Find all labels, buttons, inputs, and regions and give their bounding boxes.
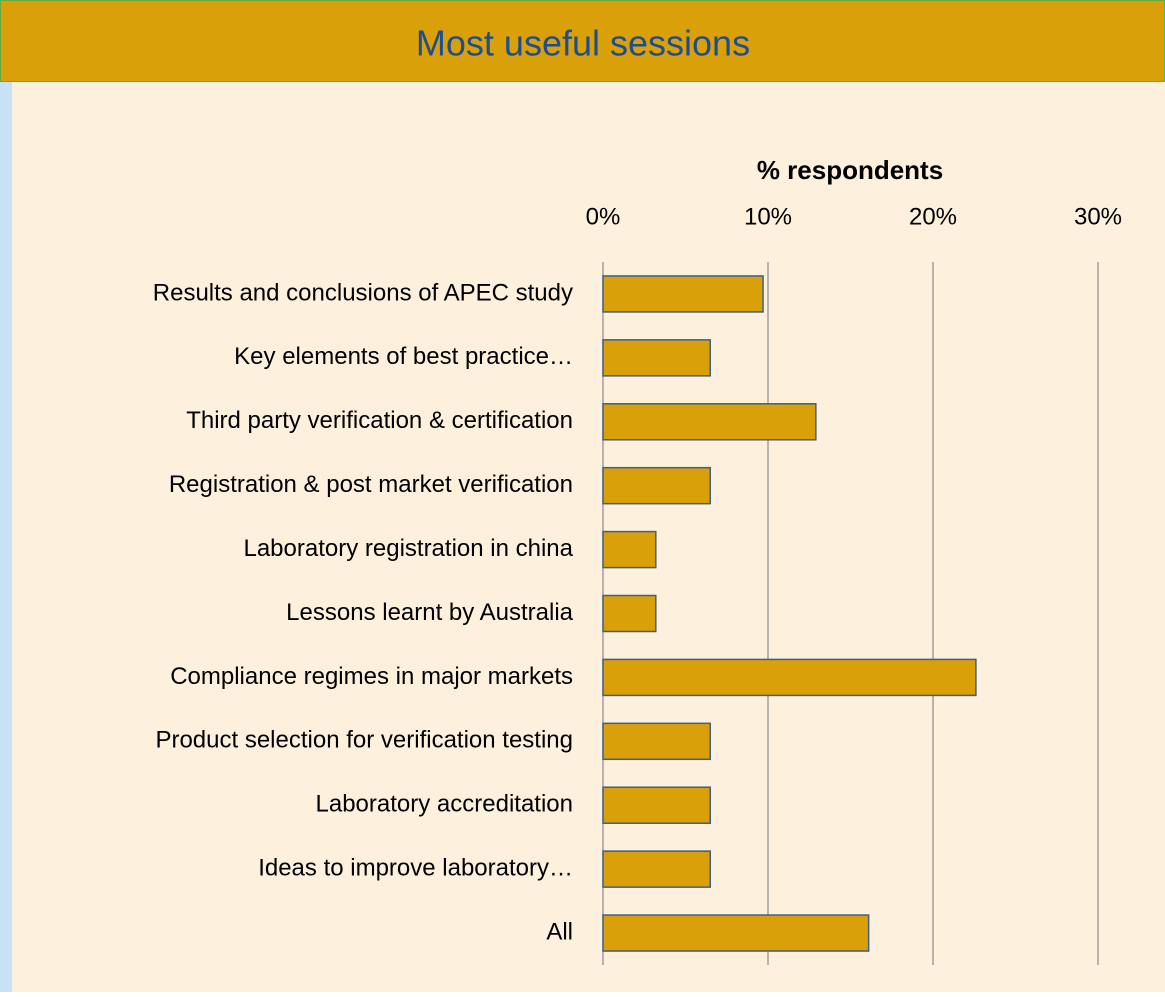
x-tick-label: 20%: [909, 203, 957, 230]
chart-title: Most useful sessions: [416, 23, 750, 64]
bar: [602, 275, 764, 313]
bar: [602, 594, 657, 633]
y-tick-label: Results and conclusions of APEC study: [153, 279, 573, 306]
x-tick-label: 30%: [1074, 203, 1122, 230]
bar: [602, 658, 977, 697]
y-tick-label: Laboratory registration in china: [243, 535, 573, 562]
y-tick-label: Ideas to improve laboratory…: [258, 854, 573, 881]
y-tick-label: Key elements of best practice…: [234, 343, 573, 370]
y-tick-label: Product selection for verification testi…: [155, 727, 573, 754]
panel: [12, 82, 1165, 992]
header: [0, 0, 1165, 82]
bar: [602, 339, 711, 377]
y-tick-label: Compliance regimes in major markets: [170, 663, 573, 690]
y-tick-label: All: [546, 918, 573, 945]
x-tick-label: 10%: [744, 203, 792, 230]
bar: [602, 722, 711, 761]
y-tick-label: Third party verification & certification: [186, 407, 573, 434]
y-tick-label: Laboratory accreditation: [316, 791, 573, 818]
y-tick-label: Lessons learnt by Australia: [286, 599, 573, 626]
x-axis-title: % respondents: [757, 155, 943, 185]
bar: [602, 466, 711, 505]
bar: [602, 530, 657, 569]
bar: [602, 850, 711, 888]
bar: [602, 786, 711, 824]
y-tick-label: Registration & post market verification: [169, 471, 573, 498]
bar: [602, 403, 817, 441]
bar: [602, 914, 870, 952]
x-tick-label: 0%: [586, 203, 621, 230]
